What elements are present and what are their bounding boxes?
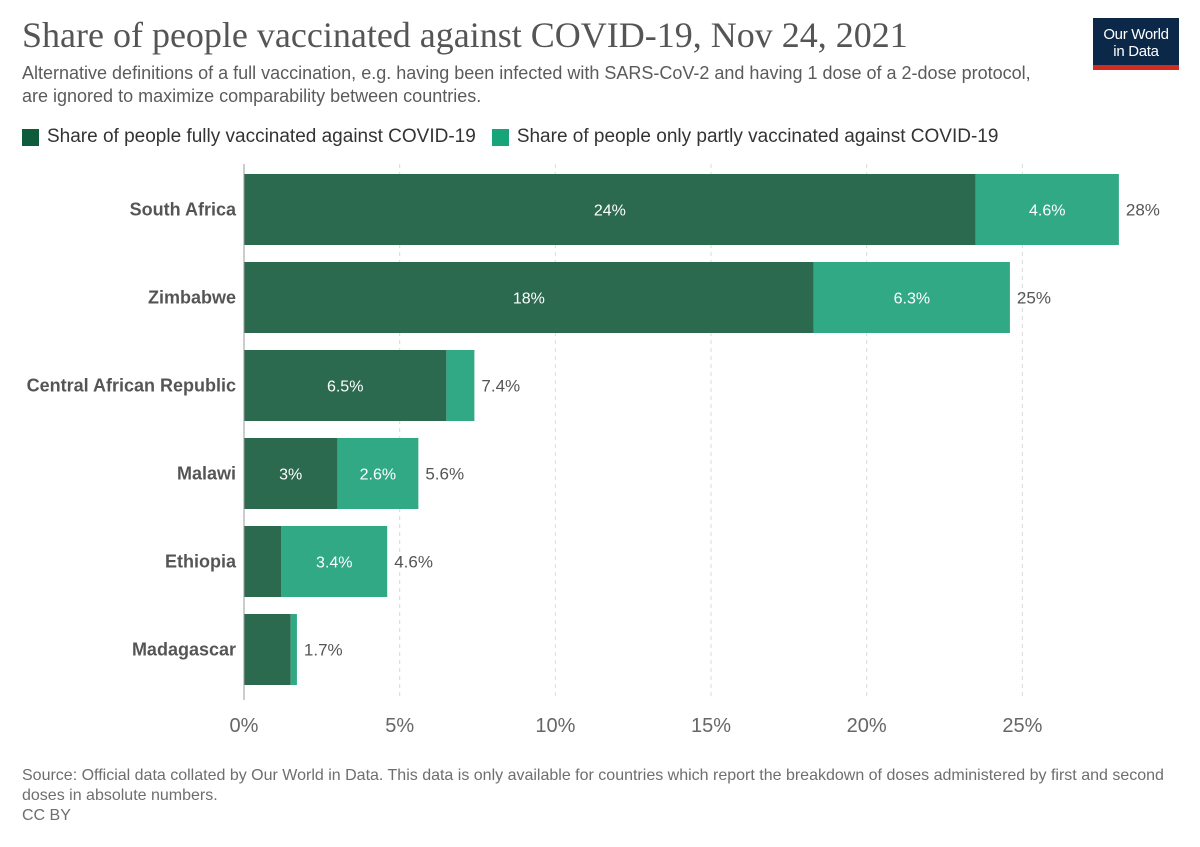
bar-partly — [975, 174, 1119, 245]
bar-fully — [244, 174, 976, 245]
source-note: Source: Official data collated by Our Wo… — [22, 766, 1172, 826]
legend-swatch-fully — [22, 128, 39, 146]
bar-partly — [281, 526, 388, 597]
bar-fully — [244, 526, 282, 597]
legend: Share of people fully vaccinated against… — [22, 126, 1014, 148]
bar-fully — [244, 438, 338, 509]
bar-label-partly: 4.6% — [1029, 203, 1065, 220]
legend-item-partly[interactable]: Share of people only partly vaccinated a… — [491, 126, 999, 148]
bar-partly — [813, 262, 1010, 333]
logo-line-1: Our World — [1103, 26, 1169, 43]
category-label: Zimbabwe — [148, 288, 236, 308]
x-tick-label: 20% — [847, 715, 887, 737]
owid-logo[interactable]: Our World in Data — [1093, 18, 1179, 70]
logo-line-2: in Data — [1113, 43, 1159, 60]
bar-partly — [290, 614, 297, 685]
bar-partly — [337, 438, 419, 509]
total-label: 7.4% — [481, 377, 520, 396]
x-tick-label: 5% — [385, 715, 414, 737]
legend-label-partly: Share of people only partly vaccinated a… — [516, 126, 999, 147]
legend-item-fully[interactable]: Share of people fully vaccinated against… — [22, 126, 476, 148]
bar-fully — [244, 262, 814, 333]
x-tick-label: 10% — [535, 715, 575, 737]
bar-fully — [244, 614, 291, 685]
bar-label-fully: 24% — [594, 203, 626, 220]
category-label: Central African Republic — [27, 376, 236, 396]
license-text: CC BY — [22, 807, 71, 824]
legend-label-fully: Share of people fully vaccinated against… — [47, 126, 476, 147]
x-tick-label: 15% — [691, 715, 731, 737]
bar-label-fully: 18% — [513, 291, 545, 308]
x-tick-label: 0% — [230, 715, 259, 737]
category-label: Ethiopia — [165, 552, 237, 572]
x-tick-label: 25% — [1002, 715, 1042, 737]
bar-label-partly: 3.4% — [316, 555, 352, 572]
chart-subtitle: Alternative definitions of a full vaccin… — [22, 63, 1031, 106]
bar-label-fully: 6.5% — [327, 379, 363, 396]
bar-chart: 0% 5% 10% 15% 20% 25% South Africa 24% 4.6% 28% Zi… — [27, 164, 1160, 737]
total-label: 5.6% — [425, 465, 464, 484]
total-label: 1.7% — [304, 641, 343, 660]
category-label: Malawi — [177, 464, 236, 484]
bar-label-fully: 3% — [279, 467, 302, 484]
category-label: South Africa — [130, 200, 237, 220]
bar-fully — [244, 350, 447, 421]
bar-label-partly: 6.3% — [894, 291, 930, 308]
category-label: Madagascar — [132, 640, 236, 660]
total-label: 28% — [1126, 201, 1160, 220]
source-text: Source: Official data collated by Our Wo… — [22, 767, 1164, 804]
bar-label-partly: 2.6% — [360, 467, 396, 484]
chart-title: Share of people vaccinated against COVID… — [22, 15, 908, 55]
bar-partly — [446, 350, 475, 421]
legend-swatch-partly — [491, 128, 509, 146]
total-label: 4.6% — [394, 553, 433, 572]
total-label: 25% — [1017, 289, 1051, 308]
